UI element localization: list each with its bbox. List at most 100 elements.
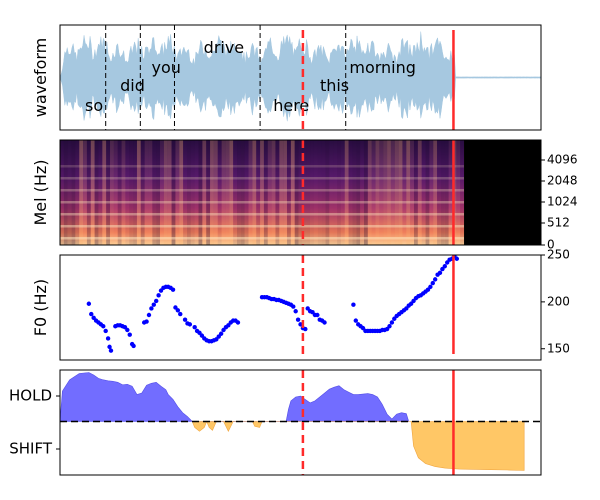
mel-stripe xyxy=(267,140,272,245)
f0-frame xyxy=(59,254,542,361)
mel-stripe xyxy=(275,140,280,245)
mel-ytick-label: 1024 xyxy=(547,195,578,209)
hold-area xyxy=(60,372,410,422)
mel-ytick-label: 0 xyxy=(547,238,555,252)
mel-stripe xyxy=(440,140,445,245)
mel-stripe xyxy=(244,140,249,245)
f0-point xyxy=(437,270,443,276)
f0-point xyxy=(105,336,111,341)
mel-stripe xyxy=(163,140,168,245)
mel-stripe xyxy=(317,140,322,245)
mel-stripe xyxy=(425,140,430,245)
mel-stripe xyxy=(60,140,64,245)
mel-stripe xyxy=(190,140,195,245)
word-label: you xyxy=(151,58,180,77)
f0-point xyxy=(178,311,183,317)
mel-stripe xyxy=(252,140,257,245)
f0-point xyxy=(295,317,301,322)
mel-stripe xyxy=(363,140,368,245)
f0-ytick-label: 150 xyxy=(547,341,570,355)
mel-stripe xyxy=(302,140,307,245)
turn-ytick-label: HOLD xyxy=(9,387,52,405)
mel-stripe xyxy=(406,140,411,245)
f0-point xyxy=(293,309,298,314)
f0-point xyxy=(298,322,303,327)
shift-area xyxy=(191,420,525,471)
f0-point xyxy=(454,256,460,261)
mel-stripe xyxy=(287,140,291,245)
f0-point xyxy=(144,319,149,324)
mel-stripe xyxy=(356,140,361,245)
mel-stripe xyxy=(394,140,399,245)
f0-ylabel: F0 (Hz) xyxy=(31,279,50,336)
mel-harmonic-band xyxy=(60,201,465,204)
mel-stripe xyxy=(94,140,99,245)
mel-stripe xyxy=(121,140,126,245)
mel-stripe xyxy=(367,140,372,245)
mel-stripe xyxy=(160,140,164,245)
mel-stripe xyxy=(421,140,426,245)
mel-stripe xyxy=(417,140,422,245)
f0-point xyxy=(127,332,132,337)
mel-stripe xyxy=(206,140,211,245)
mel-stripe xyxy=(213,140,218,245)
mel-stripe xyxy=(133,140,137,245)
f0-point xyxy=(389,320,395,325)
mel-stripe xyxy=(106,140,110,245)
mel-stripe xyxy=(375,140,380,245)
mel-stripe xyxy=(221,140,226,245)
f0-point xyxy=(156,293,161,298)
f0-point xyxy=(131,343,136,349)
mel-stripe xyxy=(240,140,245,245)
f0-panel: F0 (Hz) 150 200 250 xyxy=(31,248,570,361)
waveform-ylabel: waveform xyxy=(31,38,50,118)
mel-panel: Mel (Hz) 0 512 1024 2048 4096 xyxy=(31,139,578,252)
mel-stripe xyxy=(186,140,191,245)
mel-stripe xyxy=(225,140,230,245)
mel-stripe xyxy=(410,140,414,245)
mel-stripe xyxy=(398,140,403,245)
mel-stripe xyxy=(129,140,134,245)
mel-stripe xyxy=(437,140,441,245)
mel-stripe xyxy=(383,140,388,245)
f0-ytick-label: 200 xyxy=(547,294,570,308)
f0-point xyxy=(146,312,152,318)
mel-stripe xyxy=(379,140,384,245)
f0-point xyxy=(125,327,130,333)
mel-stripe xyxy=(217,140,222,245)
mel-stripe xyxy=(306,140,311,245)
mel-stripe xyxy=(136,140,141,245)
word-label: drive xyxy=(204,38,245,57)
mel-stripe xyxy=(110,140,114,245)
f0-point xyxy=(151,302,156,307)
mel-stripe xyxy=(371,140,376,245)
f0-point xyxy=(432,277,438,282)
mel-stripe xyxy=(83,140,87,245)
f0-point xyxy=(430,280,435,286)
f0-point xyxy=(182,317,188,322)
f0-point xyxy=(187,322,193,327)
mel-ylabel: Mel (Hz) xyxy=(31,159,50,225)
mel-stripe xyxy=(460,140,464,245)
f0-point xyxy=(351,302,356,307)
mel-stripe xyxy=(294,140,299,245)
mel-stripe xyxy=(167,140,172,245)
mel-stripe xyxy=(210,140,214,245)
mel-stripe xyxy=(414,140,418,245)
f0-point xyxy=(387,324,392,329)
mel-stripe xyxy=(263,140,268,245)
f0-point xyxy=(86,301,92,306)
mel-silence xyxy=(464,140,541,245)
mel-stripe xyxy=(140,140,145,245)
mel-stripe xyxy=(75,140,80,245)
mel-stripe xyxy=(71,140,76,245)
mel-stripe xyxy=(233,140,237,245)
mel-stripe xyxy=(279,140,284,245)
word-label: so xyxy=(85,96,103,115)
word-label: this xyxy=(320,76,349,95)
f0-point xyxy=(101,324,106,329)
mel-harmonic-band xyxy=(60,177,465,180)
mel-stripe xyxy=(156,140,160,245)
waveform-frame xyxy=(59,24,542,131)
